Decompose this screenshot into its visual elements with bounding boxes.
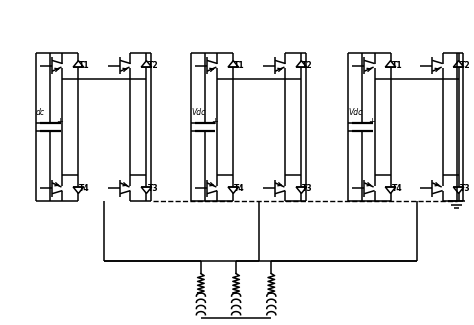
Text: T4: T4 <box>234 184 245 193</box>
Text: T4: T4 <box>392 184 402 193</box>
Text: T1: T1 <box>392 61 402 70</box>
Text: T2: T2 <box>147 61 158 70</box>
Text: T3: T3 <box>147 184 158 193</box>
Text: T3: T3 <box>459 184 470 193</box>
Text: T2: T2 <box>459 61 470 70</box>
Text: dc: dc <box>36 109 45 117</box>
Text: T2: T2 <box>302 61 313 70</box>
Text: +: + <box>56 117 63 126</box>
Text: T3: T3 <box>302 184 313 193</box>
Text: Vdc: Vdc <box>348 109 363 117</box>
Text: Vdc: Vdc <box>191 109 205 117</box>
Text: T1: T1 <box>79 61 90 70</box>
Text: +: + <box>368 117 375 126</box>
Text: T1: T1 <box>234 61 245 70</box>
Text: T4: T4 <box>79 184 90 193</box>
Text: +: + <box>211 117 218 126</box>
